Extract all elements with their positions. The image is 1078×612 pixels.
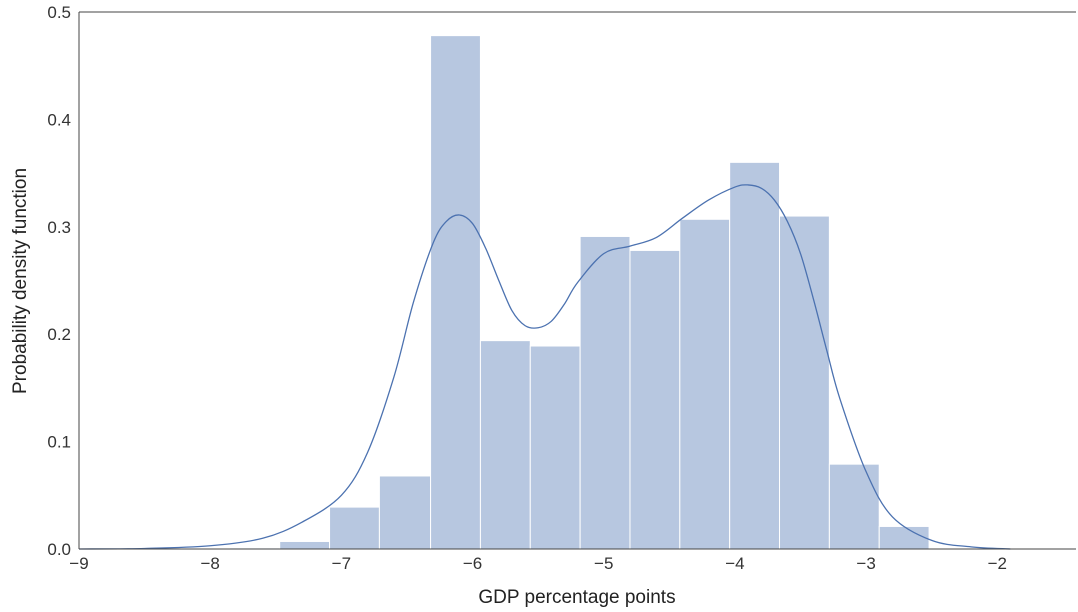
y-tick-label: 0.1: [47, 433, 71, 452]
histogram-bar: [529, 345, 581, 550]
histogram-bar: [629, 249, 681, 550]
x-axis-title: GDP percentage points: [478, 587, 675, 608]
x-tick-label: −3: [856, 554, 875, 573]
histogram-bar: [679, 218, 731, 550]
histogram-bar: [279, 540, 331, 550]
x-tick-label: −4: [725, 554, 744, 573]
x-tick-label: −5: [594, 554, 613, 573]
tick-labels: −9 −8 −7 −6 −5 −4 −3 −2 0.0 0.1 0.2 0.3 0.4 0.5: [47, 3, 1007, 573]
histogram-bar: [378, 475, 432, 550]
y-tick-label: 0.0: [47, 540, 71, 559]
y-tick-label: 0.4: [47, 110, 71, 129]
histogram-bars: [229, 35, 930, 550]
histogram-bar: [579, 235, 631, 550]
y-tick-label: 0.3: [47, 218, 71, 237]
y-tick-label: 0.5: [47, 3, 71, 22]
histogram-bar: [479, 340, 531, 550]
y-axis-title: Probability density function: [10, 168, 31, 394]
histogram-bar: [329, 506, 380, 550]
histogram-bar: [878, 525, 930, 550]
kde-line: [78, 184, 1011, 550]
x-tick-label: −2: [988, 554, 1007, 573]
x-tick-label: −6: [463, 554, 482, 573]
axes: [78, 11, 1076, 550]
x-tick-label: −9: [69, 554, 88, 573]
x-tick-label: −8: [200, 554, 219, 573]
y-tick-label: 0.2: [47, 325, 71, 344]
kde-curve-group: [78, 184, 1011, 550]
histogram-bar: [430, 35, 481, 550]
histogram-bar: [828, 463, 880, 550]
histogram-bar: [729, 161, 781, 550]
x-tick-label: −7: [332, 554, 351, 573]
histogram-bar: [779, 215, 830, 550]
